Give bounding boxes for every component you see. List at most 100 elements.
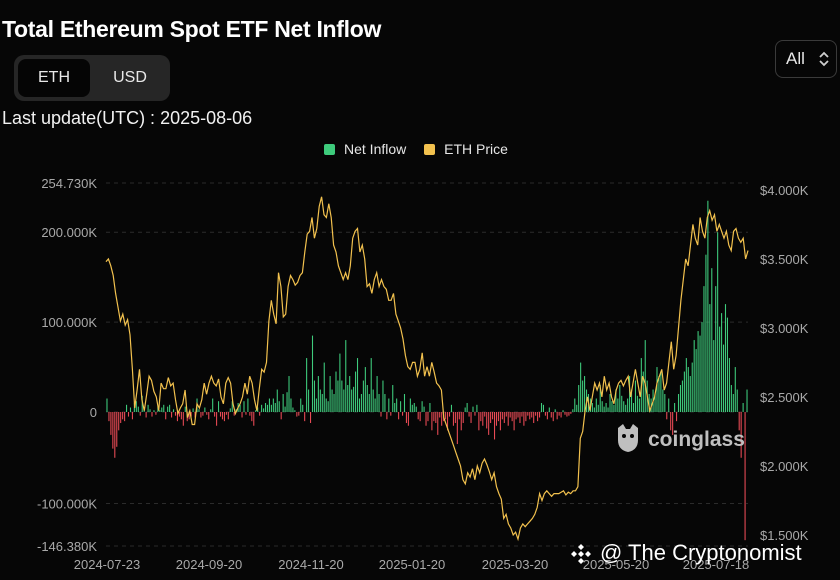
net-inflow-bar xyxy=(627,398,629,412)
net-inflow-bar xyxy=(495,412,498,426)
net-inflow-bar xyxy=(584,376,586,412)
net-inflow-bar xyxy=(216,412,218,426)
time-range-value: All xyxy=(786,49,805,68)
net-inflow-bar xyxy=(723,344,725,412)
net-inflow-bar xyxy=(629,376,631,412)
net-inflow-bar xyxy=(257,407,259,412)
legend-swatch-eth-price xyxy=(424,144,436,155)
net-inflow-bar xyxy=(599,385,601,412)
net-inflow-bar xyxy=(517,412,519,418)
net-inflow-bar xyxy=(701,322,703,412)
net-inflow-bar xyxy=(112,412,114,449)
net-inflow-bar xyxy=(300,398,302,412)
net-inflow-bar xyxy=(554,409,556,412)
net-inflow-bar xyxy=(474,412,476,416)
legend-item-net-inflow[interactable]: Net Inflow xyxy=(324,141,406,157)
net-inflow-bar xyxy=(670,412,672,431)
net-inflow-bar xyxy=(625,404,627,412)
left-axis-tick-label: -146.380K xyxy=(37,539,97,554)
net-inflow-bar xyxy=(660,371,662,412)
net-inflow-bar xyxy=(218,401,220,412)
net-inflow-bar xyxy=(466,403,468,412)
net-inflow-bar xyxy=(689,376,691,412)
net-inflow-bar xyxy=(656,367,658,412)
left-axis-tick-label: 100.000K xyxy=(41,315,97,330)
net-inflow-bar xyxy=(214,412,216,417)
net-inflow-bar xyxy=(341,380,343,412)
net-inflow-bar xyxy=(631,389,633,412)
net-inflow-bar xyxy=(721,313,723,412)
usd-toggle-button[interactable]: USD xyxy=(113,69,147,86)
net-inflow-bar xyxy=(497,412,499,422)
net-inflow-bar xyxy=(447,412,449,431)
net-inflow-bar xyxy=(124,412,126,422)
eth-toggle-button[interactable]: ETH xyxy=(18,59,90,97)
net-inflow-bar xyxy=(740,412,742,458)
net-inflow-bar xyxy=(611,401,613,412)
net-inflow-bar xyxy=(452,412,454,426)
net-inflow-bar xyxy=(648,394,650,412)
net-inflow-bar xyxy=(323,362,325,412)
net-inflow-bar xyxy=(308,389,310,412)
net-inflow-bar xyxy=(638,398,640,412)
net-inflow-bar xyxy=(605,403,607,412)
net-inflow-bar xyxy=(734,367,736,412)
net-inflow-bar xyxy=(697,331,699,412)
net-inflow-bar xyxy=(390,412,392,416)
net-inflow-bar xyxy=(574,398,576,412)
net-inflow-bar xyxy=(227,412,229,420)
net-inflow-bar xyxy=(654,394,656,412)
legend-label-net-inflow: Net Inflow xyxy=(344,141,407,157)
net-inflow-bar xyxy=(120,412,122,423)
net-inflow-bar xyxy=(137,406,139,412)
net-inflow-bar xyxy=(110,412,112,435)
net-inflow-bar xyxy=(331,389,333,412)
net-inflow-bar xyxy=(198,409,200,412)
net-inflow-bar xyxy=(272,398,274,412)
net-inflow-bar xyxy=(544,412,546,416)
net-inflow-bar xyxy=(292,407,294,412)
net-inflow-bar xyxy=(726,317,728,412)
net-inflow-bar xyxy=(398,412,400,420)
net-inflow-bar xyxy=(695,349,697,412)
net-inflow-bar xyxy=(470,412,472,423)
net-inflow-bar xyxy=(499,412,501,431)
net-inflow-bar xyxy=(294,410,296,412)
net-inflow-bar xyxy=(247,398,249,412)
x-axis-tick-label: 2025-01-20 xyxy=(379,557,446,572)
net-inflow-bar xyxy=(206,412,208,415)
net-inflow-bar xyxy=(402,412,404,416)
net-inflow-bar xyxy=(597,404,599,412)
net-inflow-bar xyxy=(153,410,155,412)
net-inflow-bar xyxy=(176,412,178,422)
net-inflow-bar xyxy=(448,412,451,417)
net-inflow-bar xyxy=(353,386,355,412)
net-inflow-bar xyxy=(333,394,335,412)
net-inflow-bar xyxy=(129,407,132,412)
net-inflow-bar xyxy=(613,404,615,412)
net-inflow-bar xyxy=(380,412,382,417)
net-inflow-bar xyxy=(578,385,580,412)
net-inflow-bar xyxy=(370,358,372,412)
net-inflow-bar xyxy=(566,412,568,417)
right-axis-tick-label: $3.000K xyxy=(760,321,809,336)
x-axis-tick-label: 2025-03-20 xyxy=(482,557,549,572)
net-inflow-bar xyxy=(437,412,439,435)
net-inflow-bar xyxy=(106,398,108,412)
net-inflow-bar xyxy=(288,376,290,412)
net-inflow-bar xyxy=(362,380,364,412)
time-range-select[interactable]: All xyxy=(775,40,837,78)
net-inflow-bar xyxy=(713,340,715,412)
net-inflow-bar xyxy=(570,412,572,414)
net-inflow-bar xyxy=(178,412,180,417)
net-inflow-bar xyxy=(642,371,644,412)
net-inflow-bar xyxy=(126,404,128,412)
legend-item-eth-price[interactable]: ETH Price xyxy=(424,141,508,157)
net-inflow-bar xyxy=(595,398,597,412)
net-inflow-bar xyxy=(409,398,411,412)
x-axis-tick-label: 2024-09-20 xyxy=(176,557,243,572)
net-inflow-bar xyxy=(351,389,353,412)
net-inflow-bar xyxy=(728,358,730,412)
net-inflow-bar xyxy=(609,394,611,412)
net-inflow-bar xyxy=(337,380,339,412)
